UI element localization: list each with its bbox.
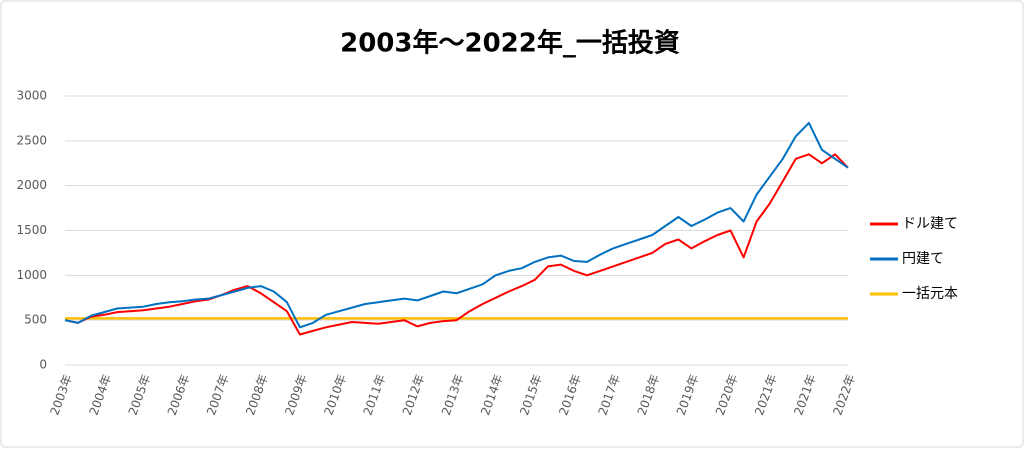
y-tick-label: 500 — [24, 313, 47, 327]
legend-label: 一括元本 — [902, 286, 958, 302]
y-tick-label: 2500 — [16, 133, 47, 147]
series-line — [64, 153, 849, 336]
series-line — [64, 121, 849, 329]
y-tick-label: 1000 — [16, 268, 47, 282]
y-tick-label: 0 — [39, 358, 47, 372]
legend-label: ドル建て — [902, 216, 958, 232]
y-tick-label: 3000 — [16, 89, 47, 103]
y-tick-label: 1500 — [16, 223, 47, 237]
chart-title: 2003年～2022年_一括投資 — [340, 28, 680, 59]
legend-label: 円建て — [902, 251, 944, 267]
y-tick-label: 2000 — [16, 178, 47, 192]
